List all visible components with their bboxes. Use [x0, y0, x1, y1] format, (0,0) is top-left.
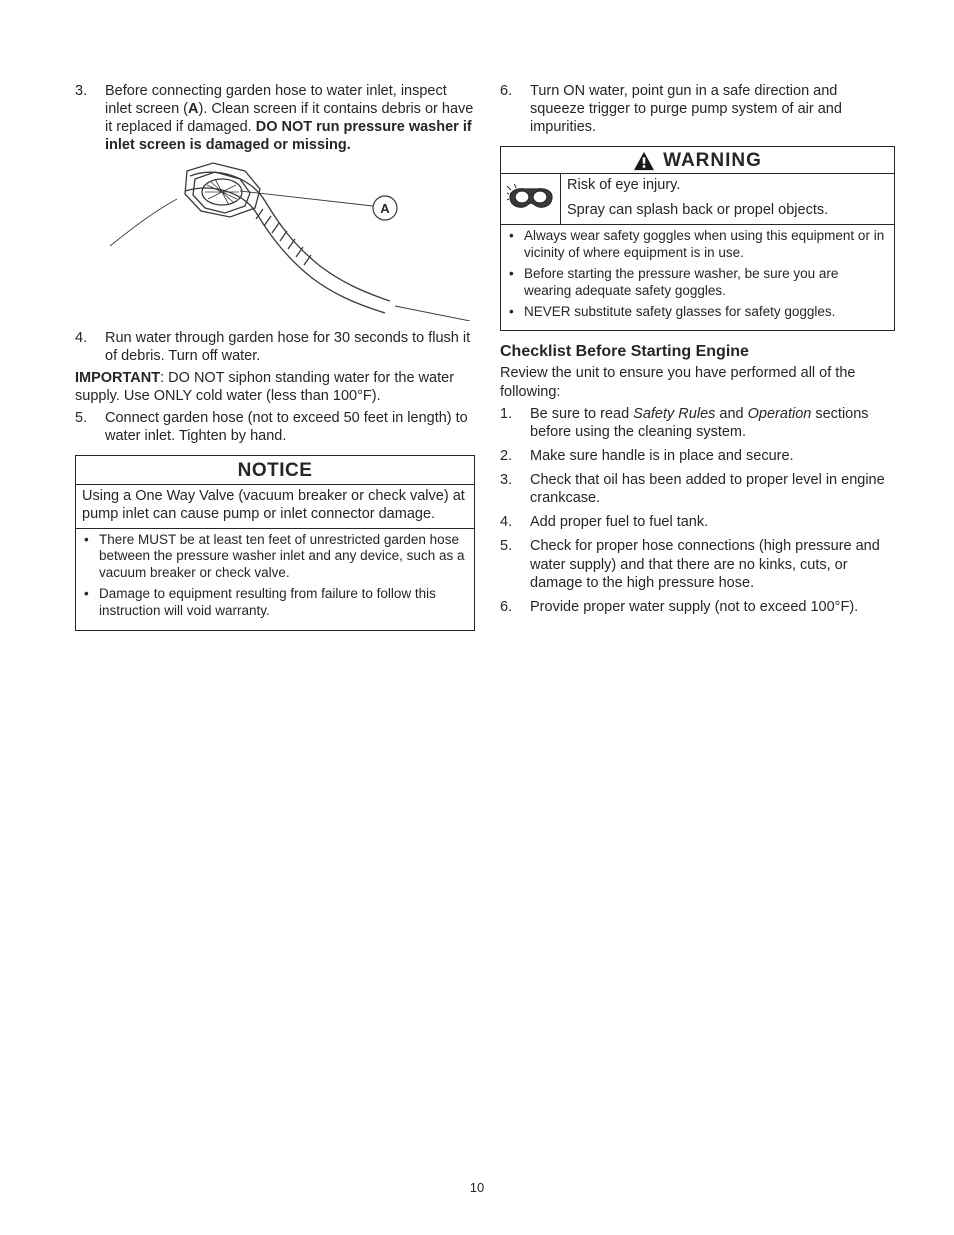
goggles-icon: [507, 184, 555, 214]
bullet-icon: •: [84, 532, 99, 583]
checklist-intro: Review the unit to ensure you have perfo…: [500, 364, 895, 400]
warning-title: WARNING: [663, 150, 762, 172]
list-number: 3.: [75, 82, 105, 155]
callout-a-label: A: [380, 201, 390, 216]
list-number: 6.: [500, 82, 530, 136]
bullet-icon: •: [509, 304, 524, 321]
inlet-figure: A: [95, 161, 475, 321]
warning-box: WARNING Risk of eye injury: [500, 146, 895, 331]
list-number: 6.: [500, 598, 530, 616]
checklist-heading: Checklist Before Starting Engine: [500, 343, 895, 361]
list-number: 1.: [500, 405, 530, 441]
list-number: 3.: [500, 471, 530, 507]
bullet-text: Damage to equipment resulting from failu…: [99, 586, 466, 620]
page-number: 10: [0, 1180, 954, 1195]
bullet-text: NEVER substitute safety glasses for safe…: [524, 304, 886, 321]
list-number: 4.: [75, 329, 105, 365]
bullet-text: Always wear safety goggles when using th…: [524, 228, 886, 262]
bullet-text: There MUST be at least ten feet of unres…: [99, 532, 466, 583]
notice-subtitle: Using a One Way Valve (vacuum breaker or…: [76, 485, 474, 528]
list-text: Check that oil has been added to proper …: [530, 471, 895, 507]
list-text: Connect garden hose (not to exceed 50 fe…: [105, 409, 475, 445]
list-text: Run water through garden hose for 30 sec…: [105, 329, 475, 365]
warning-triangle-icon: [633, 151, 655, 171]
list-text: Provide proper water supply (not to exce…: [530, 598, 895, 616]
hose-illustration: A: [95, 161, 475, 321]
list-text: Be sure to read Safety Rules and Operati…: [530, 405, 895, 441]
list-number: 2.: [500, 447, 530, 465]
bullet-icon: •: [509, 228, 524, 262]
warning-risk-text: Risk of eye injury. Spray can splash bac…: [561, 174, 894, 224]
list-text: Add proper fuel to fuel tank.: [530, 513, 895, 531]
notice-title: NOTICE: [76, 456, 474, 485]
list-number: 4.: [500, 513, 530, 531]
list-text: Before connecting garden hose to water i…: [105, 82, 475, 155]
bullet-icon: •: [509, 266, 524, 300]
important-note: IMPORTANT: DO NOT siphon standing water …: [75, 369, 475, 405]
bullet-icon: •: [84, 586, 99, 620]
list-text: Turn ON water, point gun in a safe direc…: [530, 82, 895, 136]
bullet-text: Before starting the pressure washer, be …: [524, 266, 886, 300]
list-number: 5.: [75, 409, 105, 445]
list-text: Make sure handle is in place and secure.: [530, 447, 895, 465]
list-text: Check for proper hose connections (high …: [530, 537, 895, 591]
notice-box: NOTICE Using a One Way Valve (vacuum bre…: [75, 455, 475, 631]
list-number: 5.: [500, 537, 530, 591]
